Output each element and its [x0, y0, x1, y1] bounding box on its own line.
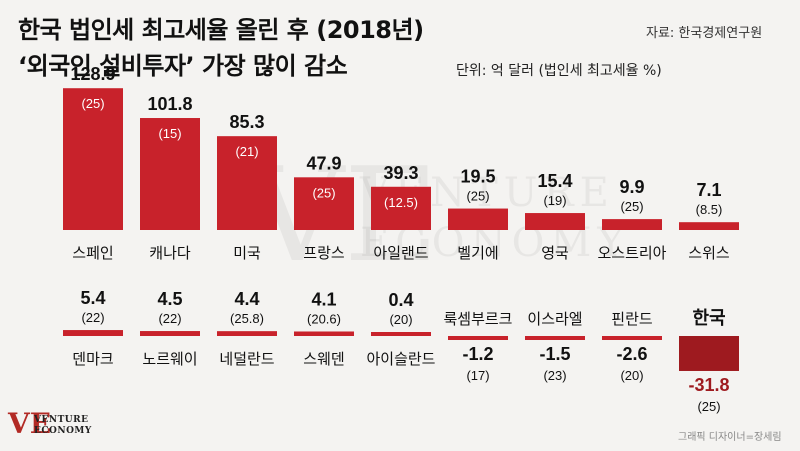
category-label: 덴마크	[72, 351, 113, 368]
category-label: 핀란드	[611, 311, 653, 328]
category-label: 룩셈부르크	[443, 311, 512, 328]
bar-1-6	[525, 336, 585, 340]
bar-0-6	[525, 213, 585, 230]
rate-label: (22)	[158, 311, 181, 326]
rate-label: (23)	[543, 368, 566, 383]
logo-line-2: ECONOMY	[34, 426, 92, 436]
rate-label: (20)	[389, 312, 412, 327]
category-label: 프랑스	[303, 245, 345, 262]
title-line-1: 한국 법인세 최고세율 올린 후 (2018년)	[18, 16, 424, 44]
bar-1-7	[602, 336, 662, 340]
chart-title: 한국 법인세 최고세율 올린 후 (2018년) ‘외국인 설비투자’ 가장 많…	[18, 12, 424, 84]
category-label: 네덜란드	[219, 351, 274, 368]
rate-label: (19)	[543, 193, 566, 208]
bar-1-4	[371, 332, 431, 336]
rate-label: (15)	[158, 126, 181, 141]
rate-label: (20.6)	[307, 311, 341, 326]
category-label: 노르웨이	[142, 351, 197, 368]
rate-label: (25)	[620, 199, 643, 214]
bar-0-5	[448, 208, 508, 230]
rate-label: (25)	[81, 96, 104, 111]
rate-label: (8.5)	[696, 202, 723, 217]
bar-0-4	[371, 186, 431, 230]
rate-label: (25)	[312, 185, 335, 200]
value-label: 15.4	[537, 171, 572, 191]
category-label: 영국	[541, 245, 569, 262]
bar-1-2	[217, 331, 277, 336]
bar-0-1	[140, 118, 200, 230]
value-label: 4.4	[234, 289, 259, 309]
category-label: 스페인	[72, 245, 113, 262]
venture-economy-logo: VE VENTURE ECONOMY	[8, 409, 128, 443]
category-label: 미국	[233, 245, 261, 262]
bar-0-0	[63, 88, 123, 231]
bar-0-3	[294, 177, 354, 230]
category-label: 캐나다	[149, 245, 191, 262]
value-label: -31.8	[688, 375, 729, 395]
category-label: 한국	[692, 308, 725, 328]
value-label: 4.5	[157, 289, 182, 309]
value-label: 4.1	[311, 289, 336, 309]
rate-label: (12.5)	[384, 195, 418, 210]
category-label: 아일랜드	[373, 245, 428, 262]
category-label: 벨기에	[457, 245, 498, 262]
value-label: 7.1	[696, 180, 721, 200]
value-label: 39.3	[383, 163, 418, 183]
source-note: 자료: 한국경제연구원	[646, 26, 763, 41]
bar-1-3	[294, 331, 354, 336]
value-label: -2.6	[616, 344, 647, 364]
category-label: 아이슬란드	[366, 351, 435, 368]
unit-note: 단위: 억 달러 (법인세 최고세율 %)	[456, 63, 662, 79]
value-label: 19.5	[460, 167, 495, 187]
bar-0-2	[217, 136, 277, 230]
bar-1-1	[140, 331, 200, 336]
value-label: -1.5	[539, 344, 570, 364]
value-label: 101.8	[147, 94, 192, 114]
bar-1-5	[448, 336, 508, 340]
bar-1-0	[63, 330, 123, 336]
category-label: 스웨덴	[303, 351, 344, 368]
logo-mark: VE	[8, 407, 52, 440]
logo-line-1: VENTURE	[34, 415, 89, 425]
category-label: 스위스	[688, 245, 730, 262]
graphic-credit: 그래픽 디자이너=장세림	[678, 432, 782, 443]
value-label: 85.3	[229, 112, 264, 132]
bar-0-7	[602, 219, 662, 230]
value-label: 47.9	[306, 153, 341, 173]
rate-label: (17)	[466, 368, 489, 383]
rate-label: (25.8)	[230, 311, 264, 326]
value-label: 9.9	[619, 177, 644, 197]
rate-label: (20)	[620, 368, 643, 383]
rate-label: (21)	[235, 144, 258, 159]
title-line-2: ‘외국인 설비투자’ 가장 많이 감소	[18, 52, 348, 80]
bar-1-8	[679, 336, 739, 371]
value-label: -1.2	[462, 344, 493, 364]
category-label: 이스라엘	[527, 311, 582, 328]
bar-0-8	[679, 222, 739, 230]
rate-label: (25)	[697, 399, 720, 414]
value-label: 5.4	[80, 288, 105, 308]
rate-label: (25)	[466, 189, 489, 204]
rate-label: (22)	[81, 310, 104, 325]
category-label: 오스트리아	[597, 245, 666, 262]
value-label: 0.4	[388, 290, 413, 310]
value-label: 128.9	[70, 64, 115, 84]
